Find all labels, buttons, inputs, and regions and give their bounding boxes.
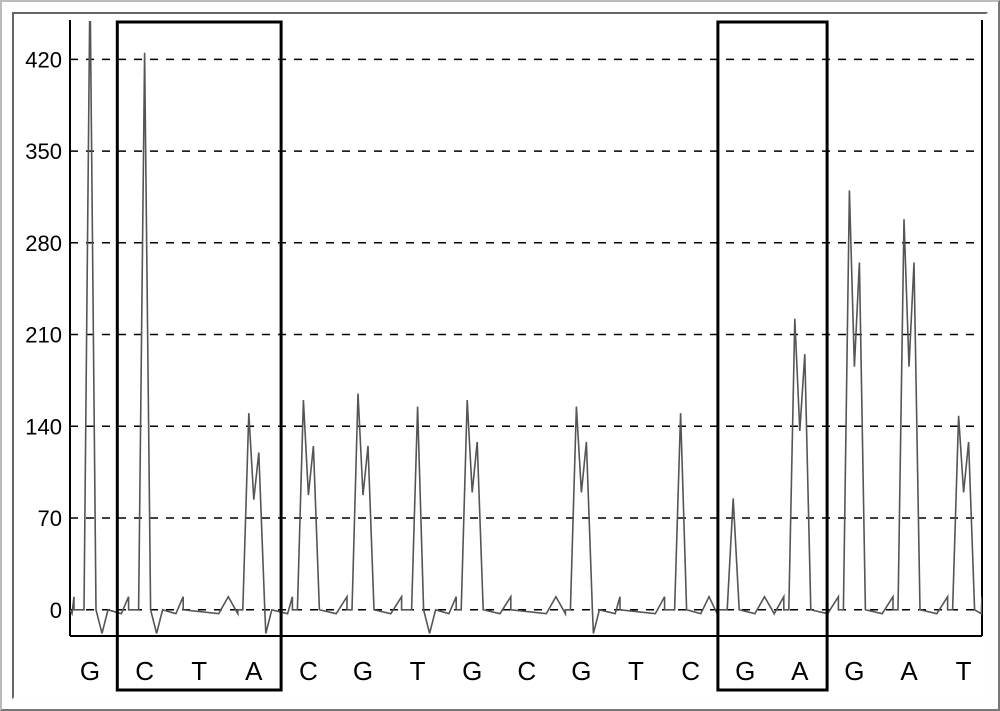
pyrogram-chart: 0 70 140 210 280 350 420 G C T A C G T G C G T C G A G A T bbox=[14, 14, 990, 701]
dispensation-label: A bbox=[900, 656, 918, 686]
ytick-label: 140 bbox=[25, 414, 62, 439]
ytick-label: 210 bbox=[25, 323, 62, 348]
dispensation-label: T bbox=[410, 656, 426, 686]
dispensation-label: A bbox=[245, 656, 263, 686]
dispensation-label: G bbox=[844, 656, 864, 686]
dispensation-label: A bbox=[791, 656, 809, 686]
ytick-label: 350 bbox=[25, 139, 62, 164]
dispensation-label: G bbox=[353, 656, 373, 686]
dispensation-label: T bbox=[956, 656, 972, 686]
inner-bevel-frame: 0 70 140 210 280 350 420 G C T A C G T G C G T C G A G A T bbox=[12, 12, 988, 699]
dispensation-label: C bbox=[681, 656, 700, 686]
dispensation-label: C bbox=[517, 656, 536, 686]
dispensation-label: G bbox=[735, 656, 755, 686]
dispensation-label: T bbox=[628, 656, 644, 686]
dispensation-label: C bbox=[135, 656, 154, 686]
dispensation-label: T bbox=[191, 656, 207, 686]
ytick-label: 420 bbox=[25, 47, 62, 72]
ytick-label: 70 bbox=[38, 506, 62, 531]
dispensation-label: G bbox=[462, 656, 482, 686]
outer-bevel-frame: 0 70 140 210 280 350 420 G C T A C G T G C G T C G A G A T bbox=[0, 0, 1000, 711]
dispensation-label: G bbox=[571, 656, 591, 686]
ytick-label: 0 bbox=[50, 598, 62, 623]
dispensation-label: C bbox=[299, 656, 318, 686]
ytick-label: 280 bbox=[25, 231, 62, 256]
dispensation-label: G bbox=[80, 656, 100, 686]
